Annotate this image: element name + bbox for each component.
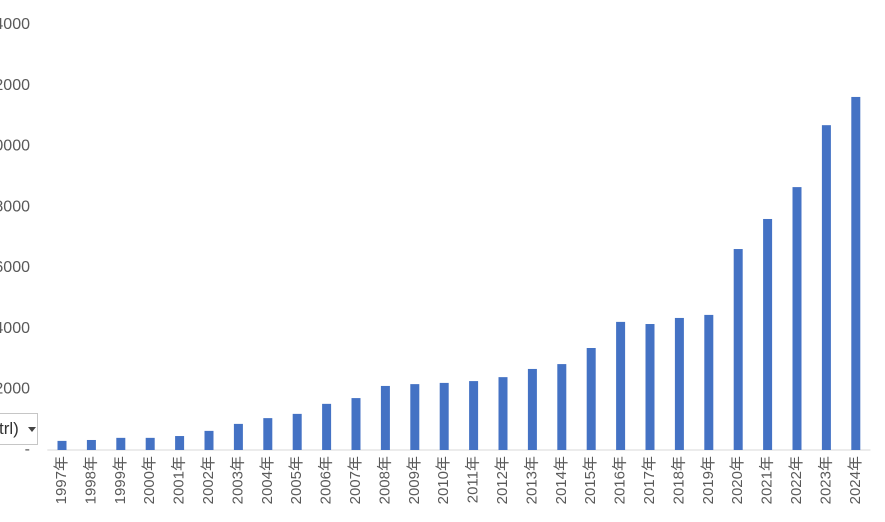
bar [439, 382, 449, 450]
x-tick-label: 2018年 [670, 456, 687, 504]
bar [116, 437, 126, 450]
x-tick-label: 2013年 [523, 456, 540, 504]
bar [204, 430, 214, 450]
y-tick-label: 14000 [0, 16, 30, 33]
x-tick-label: 2014年 [553, 456, 570, 504]
bar [498, 377, 508, 450]
x-tick-label: 2006年 [318, 456, 335, 504]
y-tick-label: - [25, 441, 30, 458]
x-tick-label: 1997年 [53, 456, 70, 504]
x-tick-label: 2005年 [288, 456, 305, 504]
bar [380, 385, 390, 450]
bar [792, 187, 802, 450]
x-tick-label: 2000年 [141, 456, 158, 504]
dropdown-arrow [28, 427, 36, 432]
bar [322, 403, 332, 450]
x-tick-label: 2011年 [465, 456, 482, 503]
y-tick-label: 12000 [0, 77, 30, 94]
y-tick-label: 6000 [0, 259, 30, 276]
bar [674, 317, 684, 450]
bar [469, 381, 479, 450]
y-tick-label: 10000 [0, 138, 30, 155]
x-tick-label: 2008年 [376, 456, 393, 504]
bar [145, 437, 155, 450]
y-tick-label: 8000 [0, 198, 30, 215]
x-tick-label: 2001年 [171, 456, 188, 504]
bar [527, 368, 537, 450]
bar [586, 348, 596, 450]
bar [557, 364, 567, 450]
bar [351, 398, 361, 450]
x-tick-label: 2016年 [612, 456, 629, 504]
x-tick-label: 2015年 [582, 456, 599, 504]
x-tick-label: 2017年 [641, 456, 658, 504]
bar [263, 418, 273, 450]
bar [233, 423, 243, 450]
x-tick-label: 1999年 [112, 456, 129, 504]
x-tick-label: 2007年 [347, 456, 364, 504]
y-tick-label: 2000 [0, 381, 30, 398]
bar [616, 321, 626, 450]
paste-options-button[interactable]: trl) [0, 413, 38, 445]
paste-options-label: trl) [0, 419, 19, 438]
x-tick-label: 2009年 [406, 456, 423, 504]
bar [763, 218, 773, 450]
bar [57, 440, 67, 450]
x-tick-label: 2010年 [435, 456, 452, 504]
x-tick-label: 2012年 [494, 456, 511, 504]
bar [86, 439, 96, 450]
bar [175, 436, 185, 450]
bar [704, 314, 714, 450]
x-tick-label: 2024年 [847, 456, 864, 504]
bar [292, 413, 302, 450]
x-tick-label: 2004年 [259, 456, 276, 504]
x-tick-label: 2020年 [729, 456, 746, 504]
x-tick-label: 2002年 [200, 456, 217, 504]
bar [733, 249, 743, 450]
x-tick-label: 2003年 [229, 456, 246, 504]
x-tick-label: 2021年 [759, 456, 776, 504]
x-tick-label: 2019年 [700, 456, 717, 504]
x-tick-label: 1998年 [82, 456, 99, 504]
x-tick-label: 2023年 [817, 456, 834, 504]
bar [410, 384, 420, 450]
x-tick-label: 2022年 [788, 456, 805, 504]
bar [851, 96, 861, 451]
bar [645, 324, 655, 450]
y-tick-label: 4000 [0, 320, 30, 337]
bar [821, 125, 831, 450]
